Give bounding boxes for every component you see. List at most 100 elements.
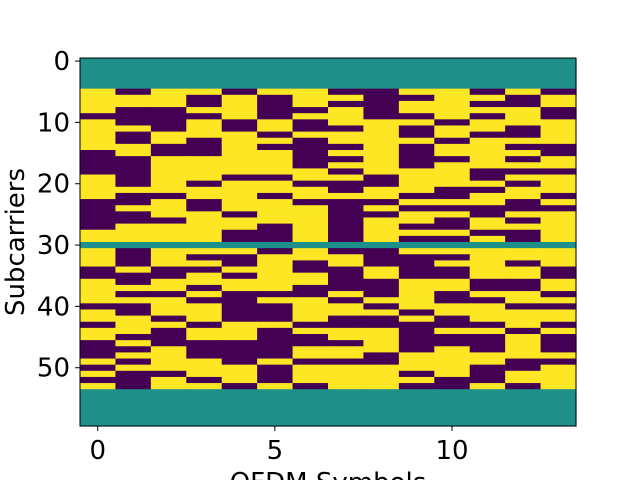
heatmap-cell [328,168,365,176]
heatmap-cell [328,395,365,403]
heatmap-cell [115,389,152,396]
heatmap-cell [80,205,117,212]
heatmap-cell [363,58,400,65]
heatmap-cell [469,254,506,261]
heatmap-cell [221,174,258,182]
heatmap-cell [115,168,152,176]
heatmap-cell [80,211,117,219]
heatmap-cell [221,413,258,421]
heatmap-cell [80,223,117,231]
heatmap-cell [469,143,506,151]
heatmap-cell [115,162,152,169]
heatmap-cell [469,389,506,396]
heatmap-cell [186,211,223,219]
heatmap-cell [505,174,542,182]
heatmap-cell [292,266,329,274]
heatmap-cell [150,419,187,427]
heatmap-cell [469,235,506,243]
heatmap-cell [434,364,471,372]
heatmap-cell [292,82,329,90]
heatmap-cell [434,376,471,384]
heatmap-cell [540,174,577,182]
heatmap-cell [186,242,223,249]
heatmap-cell [115,395,152,403]
heatmap-cell [115,94,152,102]
heatmap-cell [150,242,187,249]
heatmap-cell [434,260,471,268]
heatmap-cell [221,76,258,84]
heatmap-cell [328,58,365,65]
heatmap-cell [115,364,152,372]
heatmap-cell [469,186,506,194]
heatmap-cell [257,284,294,292]
heatmap-cell [292,217,329,225]
heatmap-cell [540,254,577,261]
heatmap-cell [363,113,400,120]
heatmap-cell [150,143,187,151]
heatmap-cell [434,217,471,225]
heatmap-cell [398,107,435,114]
heatmap-cell [469,321,506,329]
heatmap-cell [469,395,506,403]
heatmap-cell [257,291,294,298]
y-tick-label: 50 [37,354,70,384]
heatmap-cell [540,364,577,372]
heatmap-cell [221,64,258,71]
heatmap-cell [363,229,400,237]
heatmap-cell [292,389,329,396]
heatmap-cell [434,340,471,347]
heatmap-cell [398,346,435,353]
heatmap-cell [540,248,577,255]
heatmap-cell [363,242,400,249]
heatmap-cell [80,199,117,206]
heatmap-cell [398,131,435,139]
heatmap-cell [292,76,329,84]
heatmap-cell [328,192,365,200]
heatmap-cell [80,82,117,90]
heatmap-cell [328,291,365,298]
x-tick-label: 10 [435,436,468,466]
heatmap-cell [469,180,506,188]
heatmap-cell [115,419,152,427]
y-tick-label: 20 [37,170,70,200]
heatmap-cell [328,266,365,274]
heatmap-cell [540,413,577,421]
heatmap-cell [150,364,187,372]
heatmap-cell [434,334,471,341]
heatmap-cell [540,205,577,212]
heatmap-cell [80,376,117,384]
heatmap-cell [434,352,471,360]
heatmap-cell [505,248,542,255]
heatmap-cell [115,100,152,108]
heatmap-cell [150,358,187,366]
heatmap-cell [363,254,400,261]
heatmap-cell [328,199,365,206]
heatmap-cell [221,370,258,378]
heatmap-cell [434,162,471,169]
heatmap-cell [221,223,258,231]
heatmap-cell [221,303,258,311]
heatmap-cell [398,303,435,311]
heatmap-cell [221,199,258,206]
heatmap-cell [292,364,329,372]
heatmap-cell [150,291,187,298]
heatmap-cells [80,58,577,427]
heatmap-cell [186,278,223,286]
heatmap-cell [115,352,152,360]
heatmap-cell [292,113,329,120]
heatmap-cell [186,370,223,378]
heatmap-cell [186,272,223,280]
heatmap-cell [398,242,435,249]
heatmap-cell [434,272,471,280]
heatmap-cell [221,364,258,372]
heatmap-cell [257,88,294,96]
heatmap-cell [328,401,365,409]
heatmap-cell [292,297,329,304]
heatmap-cell [257,278,294,286]
heatmap-cell [469,229,506,237]
heatmap-cell [398,407,435,415]
heatmap-cell [363,297,400,304]
heatmap-cell [80,278,117,286]
heatmap-cell [505,235,542,243]
